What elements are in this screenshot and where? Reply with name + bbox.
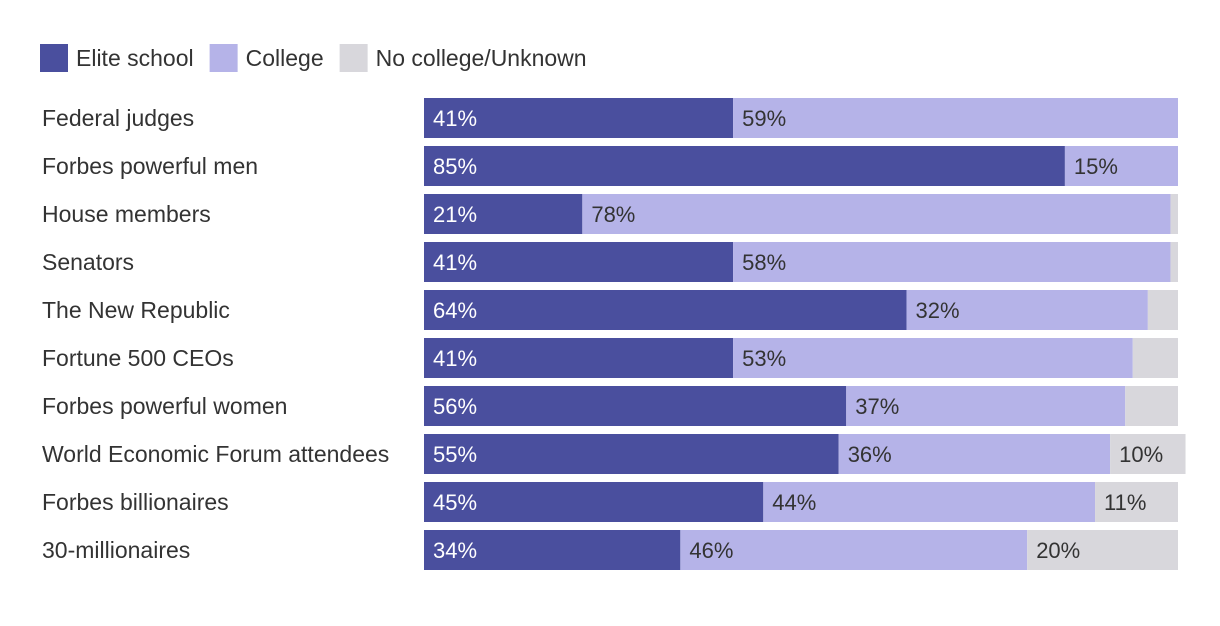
value-label-college: 37% <box>855 394 899 419</box>
bar-segment-college <box>838 434 1111 474</box>
value-label-college: 44% <box>772 490 816 515</box>
legend-swatch-no-college-unknown <box>339 44 368 72</box>
value-label-elite-school: 41% <box>433 346 477 371</box>
bar-row-house-members: House members 21% 78% <box>42 194 1178 234</box>
bar-row-fortune-500-ceos: Fortune 500 CEOs 41% 53% <box>42 338 1178 378</box>
chart-legend: Elite school College No college/Unknown <box>40 44 587 72</box>
bar-segment-college <box>1064 146 1178 186</box>
category-label: Forbes powerful men <box>42 153 258 179</box>
bar-segment-no-college-unknown <box>1147 290 1178 330</box>
value-label-elite-school: 34% <box>433 538 477 563</box>
value-label-elite-school: 55% <box>433 442 477 467</box>
bar-segment-college <box>733 242 1171 282</box>
chart-rows: Federal judges 41% 59% Forbes powerful men 8… <box>42 98 1186 570</box>
bar-segment-college <box>906 290 1148 330</box>
category-label: Forbes billionaires <box>42 489 229 515</box>
legend-item-no-college-unknown: No college/Unknown <box>339 44 587 72</box>
category-label: World Economic Forum attendees <box>42 441 389 467</box>
bar-segment-no-college-unknown <box>1132 338 1178 378</box>
bar-segment-elite-school <box>424 242 734 282</box>
value-label-college: 78% <box>591 202 635 227</box>
bar-row-senators: Senators 41% 58% <box>42 242 1178 282</box>
bar-segment-college <box>733 338 1133 378</box>
bar-segment-no-college-unknown <box>1027 530 1178 570</box>
category-label: House members <box>42 201 211 227</box>
value-label-no-college-unknown: 11% <box>1104 490 1146 515</box>
category-label: 30-millionaires <box>42 537 190 563</box>
bar-segment-elite-school <box>424 530 681 570</box>
value-label-elite-school: 41% <box>433 250 477 275</box>
legend-label-no-college-unknown: No college/Unknown <box>376 45 587 71</box>
value-label-elite-school: 64% <box>433 298 477 323</box>
bar-row-federal-judges: Federal judges 41% 59% <box>42 98 1178 138</box>
legend-swatch-elite-school <box>40 44 68 72</box>
bar-segment-elite-school <box>424 482 764 522</box>
legend-label-college: College <box>246 45 324 71</box>
legend-label-elite-school: Elite school <box>76 45 194 71</box>
bar-segment-no-college-unknown <box>1095 482 1178 522</box>
bar-segment-elite-school <box>424 194 583 234</box>
bar-segment-elite-school <box>424 338 734 378</box>
bar-row-the-new-republic: The New Republic 64% 32% <box>42 290 1178 330</box>
legend-swatch-college <box>209 44 238 72</box>
legend-item-college: College <box>209 44 324 72</box>
value-label-elite-school: 45% <box>433 490 477 515</box>
value-label-college: 59% <box>742 106 786 131</box>
legend-item-elite-school: Elite school <box>40 44 194 72</box>
value-label-elite-school: 41% <box>433 106 477 131</box>
bar-segment-college <box>582 194 1171 234</box>
category-label: Federal judges <box>42 105 194 131</box>
value-label-elite-school: 21% <box>433 202 477 227</box>
value-label-college: 58% <box>742 250 786 275</box>
bar-segment-elite-school <box>424 98 734 138</box>
value-label-college: 46% <box>689 538 733 563</box>
bar-row-30-millionaires: 30-millionaires 34% 46% 20% <box>42 530 1178 570</box>
bar-segment-college <box>680 530 1028 570</box>
value-label-college: 15% <box>1074 154 1118 179</box>
bar-row-world-economic-forum-attendees: World Economic Forum attendees 55% 36% 10% <box>42 434 1186 474</box>
value-label-college: 32% <box>916 298 960 323</box>
category-label: Forbes powerful women <box>42 393 287 419</box>
value-label-no-college-unknown: 10% <box>1119 442 1163 467</box>
category-label: The New Republic <box>42 297 230 323</box>
category-label: Senators <box>42 249 134 275</box>
category-label: Fortune 500 CEOs <box>42 345 234 371</box>
bar-segment-elite-school <box>424 434 839 474</box>
value-label-college: 36% <box>848 442 892 467</box>
bar-segment-college <box>846 386 1126 426</box>
value-label-elite-school: 85% <box>433 154 477 179</box>
bar-segment-no-college-unknown <box>1170 194 1178 234</box>
bar-row-forbes-powerful-women: Forbes powerful women 56% 37% <box>42 386 1178 426</box>
bar-segment-elite-school <box>424 146 1065 186</box>
bar-row-forbes-powerful-men: Forbes powerful men 85% 15% <box>42 146 1178 186</box>
bar-segment-college <box>763 482 1096 522</box>
bar-segment-no-college-unknown <box>1125 386 1178 426</box>
value-label-college: 53% <box>742 346 786 371</box>
bar-segment-elite-school <box>424 290 907 330</box>
bar-row-forbes-billionaires: Forbes billionaires 45% 44% 11% <box>42 482 1178 522</box>
bar-segment-college <box>733 98 1178 138</box>
bar-segment-no-college-unknown <box>1110 434 1186 474</box>
value-label-elite-school: 56% <box>433 394 477 419</box>
bar-segment-no-college-unknown <box>1170 242 1178 282</box>
value-label-no-college-unknown: 20% <box>1036 538 1080 563</box>
bar-segment-elite-school <box>424 386 847 426</box>
